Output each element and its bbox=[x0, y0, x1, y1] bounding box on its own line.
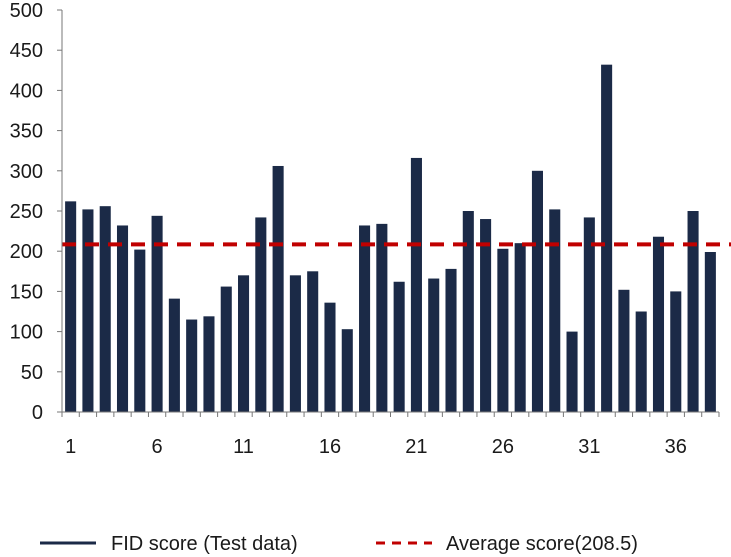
bar bbox=[618, 289, 630, 412]
bar bbox=[393, 281, 405, 412]
x-axis-ticks: 1 6 11 16 21 26 31 36 bbox=[61, 412, 720, 458]
bar bbox=[151, 215, 163, 412]
bar bbox=[583, 217, 595, 412]
bar bbox=[601, 64, 613, 412]
bar bbox=[410, 157, 422, 412]
y-tick-label: 0 bbox=[32, 402, 43, 424]
y-tick-label: 50 bbox=[21, 362, 43, 384]
bar bbox=[480, 219, 492, 412]
bar bbox=[238, 275, 250, 412]
bar bbox=[168, 298, 180, 412]
x-tick-label: 16 bbox=[319, 436, 341, 458]
y-tick-label: 350 bbox=[10, 121, 43, 143]
bar bbox=[65, 201, 77, 412]
x-tick-label: 21 bbox=[405, 436, 427, 458]
y-tick-label: 300 bbox=[10, 161, 43, 183]
legend-fid-label: FID score (Test data) bbox=[111, 533, 298, 555]
x-tick-label: 1 bbox=[65, 436, 76, 458]
bar bbox=[687, 211, 699, 412]
bar bbox=[307, 271, 319, 412]
bar bbox=[428, 278, 440, 412]
y-tick-label: 450 bbox=[10, 40, 43, 62]
bar bbox=[203, 316, 215, 412]
bar bbox=[652, 236, 665, 412]
y-tick-label: 100 bbox=[10, 322, 43, 344]
legend: FID score (Test data) Average score(208.… bbox=[40, 533, 638, 555]
bar bbox=[220, 286, 232, 412]
bar bbox=[186, 319, 198, 412]
bar bbox=[289, 275, 301, 412]
y-tick-label: 150 bbox=[10, 281, 43, 303]
bar bbox=[359, 225, 371, 412]
bar bbox=[462, 211, 474, 412]
y-tick-label: 200 bbox=[10, 241, 43, 263]
x-tick-label: 31 bbox=[578, 436, 600, 458]
bar bbox=[445, 268, 457, 412]
bar bbox=[531, 170, 543, 412]
bar bbox=[116, 225, 129, 412]
bar bbox=[255, 217, 267, 412]
bar bbox=[514, 243, 526, 412]
y-tick-label: 500 bbox=[10, 0, 43, 22]
bar bbox=[341, 329, 353, 412]
bar bbox=[82, 209, 94, 412]
y-tick-label: 250 bbox=[10, 201, 43, 223]
legend-average-label: Average score(208.5) bbox=[446, 533, 638, 555]
x-tick-label: 6 bbox=[152, 436, 163, 458]
bar bbox=[376, 223, 388, 412]
bar bbox=[272, 165, 284, 412]
bar-series bbox=[65, 64, 716, 412]
bar bbox=[704, 252, 716, 412]
x-tick-label: 36 bbox=[665, 436, 687, 458]
bar bbox=[549, 209, 561, 412]
x-tick-label: 26 bbox=[492, 436, 514, 458]
bar bbox=[134, 249, 146, 412]
bar bbox=[566, 331, 578, 412]
bar bbox=[670, 291, 682, 412]
x-tick-label: 11 bbox=[233, 436, 254, 458]
bar bbox=[497, 248, 509, 412]
bar bbox=[635, 311, 647, 412]
y-axis-ticks: 0 50 100 150 200 250 300 350 400 450 500 bbox=[10, 0, 62, 424]
y-tick-label: 400 bbox=[10, 80, 43, 102]
bar bbox=[324, 302, 336, 412]
bar bbox=[99, 206, 111, 412]
